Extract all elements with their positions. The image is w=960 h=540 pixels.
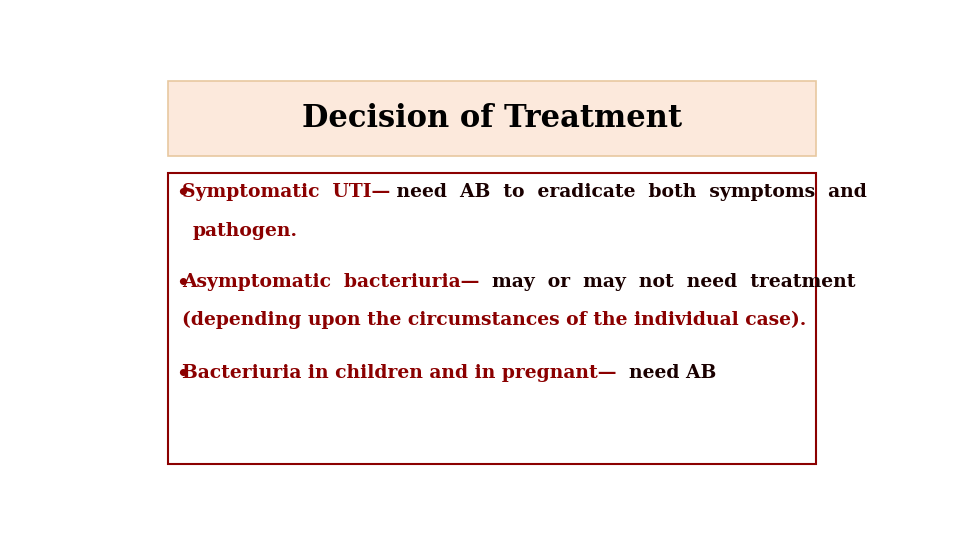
Text: •: • bbox=[176, 364, 189, 384]
Text: Asymptomatic  bacteriuria—: Asymptomatic bacteriuria— bbox=[181, 273, 479, 291]
Text: need  AB  to  eradicate  both  symptoms  and: need AB to eradicate both symptoms and bbox=[390, 183, 867, 201]
Text: Bacteriuria in children and in pregnant—: Bacteriuria in children and in pregnant— bbox=[181, 364, 616, 382]
Text: pathogen.: pathogen. bbox=[193, 221, 298, 240]
Text: •: • bbox=[176, 183, 189, 203]
Text: •: • bbox=[176, 273, 189, 293]
FancyBboxPatch shape bbox=[168, 82, 816, 156]
Text: may  or  may  not  need  treatment: may or may not need treatment bbox=[479, 273, 855, 291]
Text: (depending upon the circumstances of the individual case).: (depending upon the circumstances of the… bbox=[181, 311, 806, 329]
Text: need AB: need AB bbox=[616, 364, 716, 382]
FancyBboxPatch shape bbox=[168, 173, 816, 464]
Text: Symptomatic  UTI—: Symptomatic UTI— bbox=[181, 183, 390, 201]
Text: Decision of Treatment: Decision of Treatment bbox=[302, 103, 682, 134]
